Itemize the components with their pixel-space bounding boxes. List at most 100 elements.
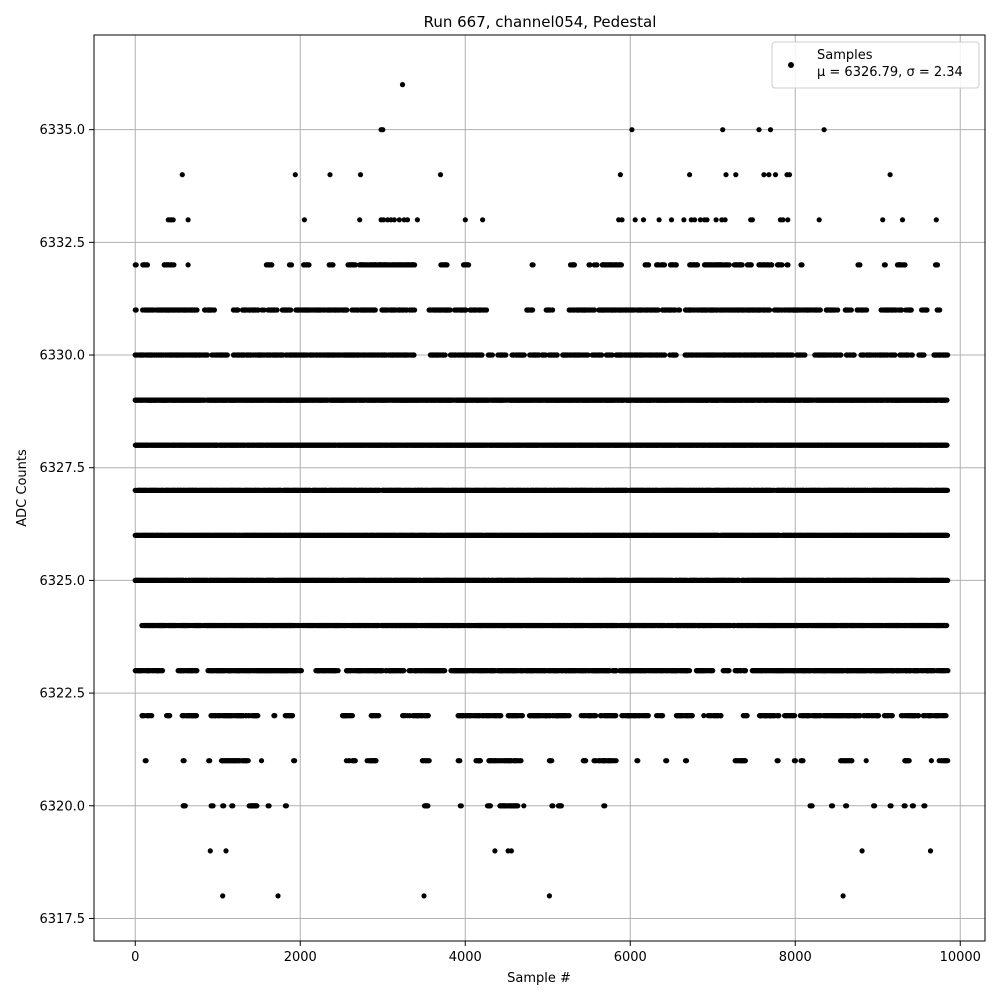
data-point (619, 217, 625, 223)
data-point (399, 82, 406, 88)
data-point (404, 217, 411, 223)
data-point (848, 307, 854, 313)
data-point (902, 262, 908, 268)
data-point (437, 172, 444, 178)
data-point (599, 352, 605, 358)
data-point (503, 352, 509, 358)
data-point (840, 893, 846, 899)
data-point (288, 262, 295, 268)
data-point (944, 397, 950, 403)
data-point (344, 307, 350, 313)
data-point (767, 127, 774, 133)
data-points (132, 82, 951, 899)
data-point (274, 307, 280, 313)
data-point (687, 172, 693, 178)
data-point (327, 172, 333, 178)
data-point (748, 262, 754, 268)
data-point (421, 893, 427, 899)
data-point (617, 172, 624, 178)
data-point (179, 172, 185, 178)
data-point (550, 307, 556, 313)
data-point (779, 262, 785, 268)
data-point (864, 307, 870, 313)
data-point (673, 352, 679, 358)
data-point (133, 262, 139, 268)
data-point (851, 352, 857, 358)
data-point (381, 217, 387, 223)
data-point (887, 172, 893, 178)
data-point (352, 262, 359, 268)
data-point (412, 307, 418, 313)
data-point (909, 352, 915, 358)
data-point (821, 127, 827, 133)
data-point (330, 262, 336, 268)
data-point (411, 352, 417, 358)
data-point (447, 307, 453, 313)
data-point (194, 307, 200, 313)
data-point (211, 307, 217, 313)
data-point (357, 217, 363, 223)
data-point (761, 172, 767, 178)
data-point (668, 217, 675, 223)
data-point (655, 307, 661, 313)
data-point (521, 352, 527, 358)
data-point (882, 262, 888, 268)
data-point (726, 262, 732, 268)
data-point (414, 217, 420, 223)
data-point (261, 307, 267, 313)
data-point (133, 307, 139, 313)
data-point (185, 217, 191, 223)
data-point (756, 127, 762, 133)
data-point (554, 352, 560, 358)
data-point (722, 217, 728, 223)
data-point (444, 262, 450, 268)
data-point (591, 307, 598, 313)
data-point (463, 307, 469, 313)
data-point (799, 262, 805, 268)
chart-title: Run 667, channel054, Pedestal (424, 13, 657, 31)
data-point (587, 262, 593, 268)
data-point (692, 217, 698, 223)
data-point (466, 262, 472, 268)
data-point (937, 307, 943, 313)
data-point (185, 262, 191, 268)
data-point (508, 848, 514, 854)
data-point (673, 262, 679, 268)
data-point (697, 217, 704, 223)
data-point (223, 848, 229, 854)
data-point (838, 352, 844, 358)
data-point (733, 172, 739, 178)
data-point (899, 217, 906, 223)
data-point (462, 217, 468, 223)
data-point (749, 217, 756, 223)
data-point (646, 262, 652, 268)
data-point (908, 307, 914, 313)
data-point (288, 307, 294, 313)
data-point (144, 262, 151, 268)
data-point (442, 352, 448, 358)
data-point (786, 172, 793, 178)
data-point (785, 217, 791, 223)
data-point (640, 217, 647, 223)
data-point (934, 262, 941, 268)
data-point (723, 172, 729, 178)
data-point (301, 217, 307, 223)
data-point (396, 217, 402, 223)
data-point (629, 127, 635, 133)
data-point (677, 307, 683, 313)
data-point (921, 352, 927, 358)
data-point (694, 262, 701, 268)
data-point (933, 217, 939, 223)
data-point (292, 172, 298, 178)
data-point (372, 307, 378, 313)
data-point (859, 848, 865, 854)
data-point (924, 307, 930, 313)
data-point (945, 352, 951, 358)
data-point (170, 217, 176, 223)
data-point (632, 217, 638, 223)
data-point (171, 262, 177, 268)
data-point (772, 172, 779, 178)
data-point (817, 307, 823, 313)
data-point (391, 217, 397, 223)
